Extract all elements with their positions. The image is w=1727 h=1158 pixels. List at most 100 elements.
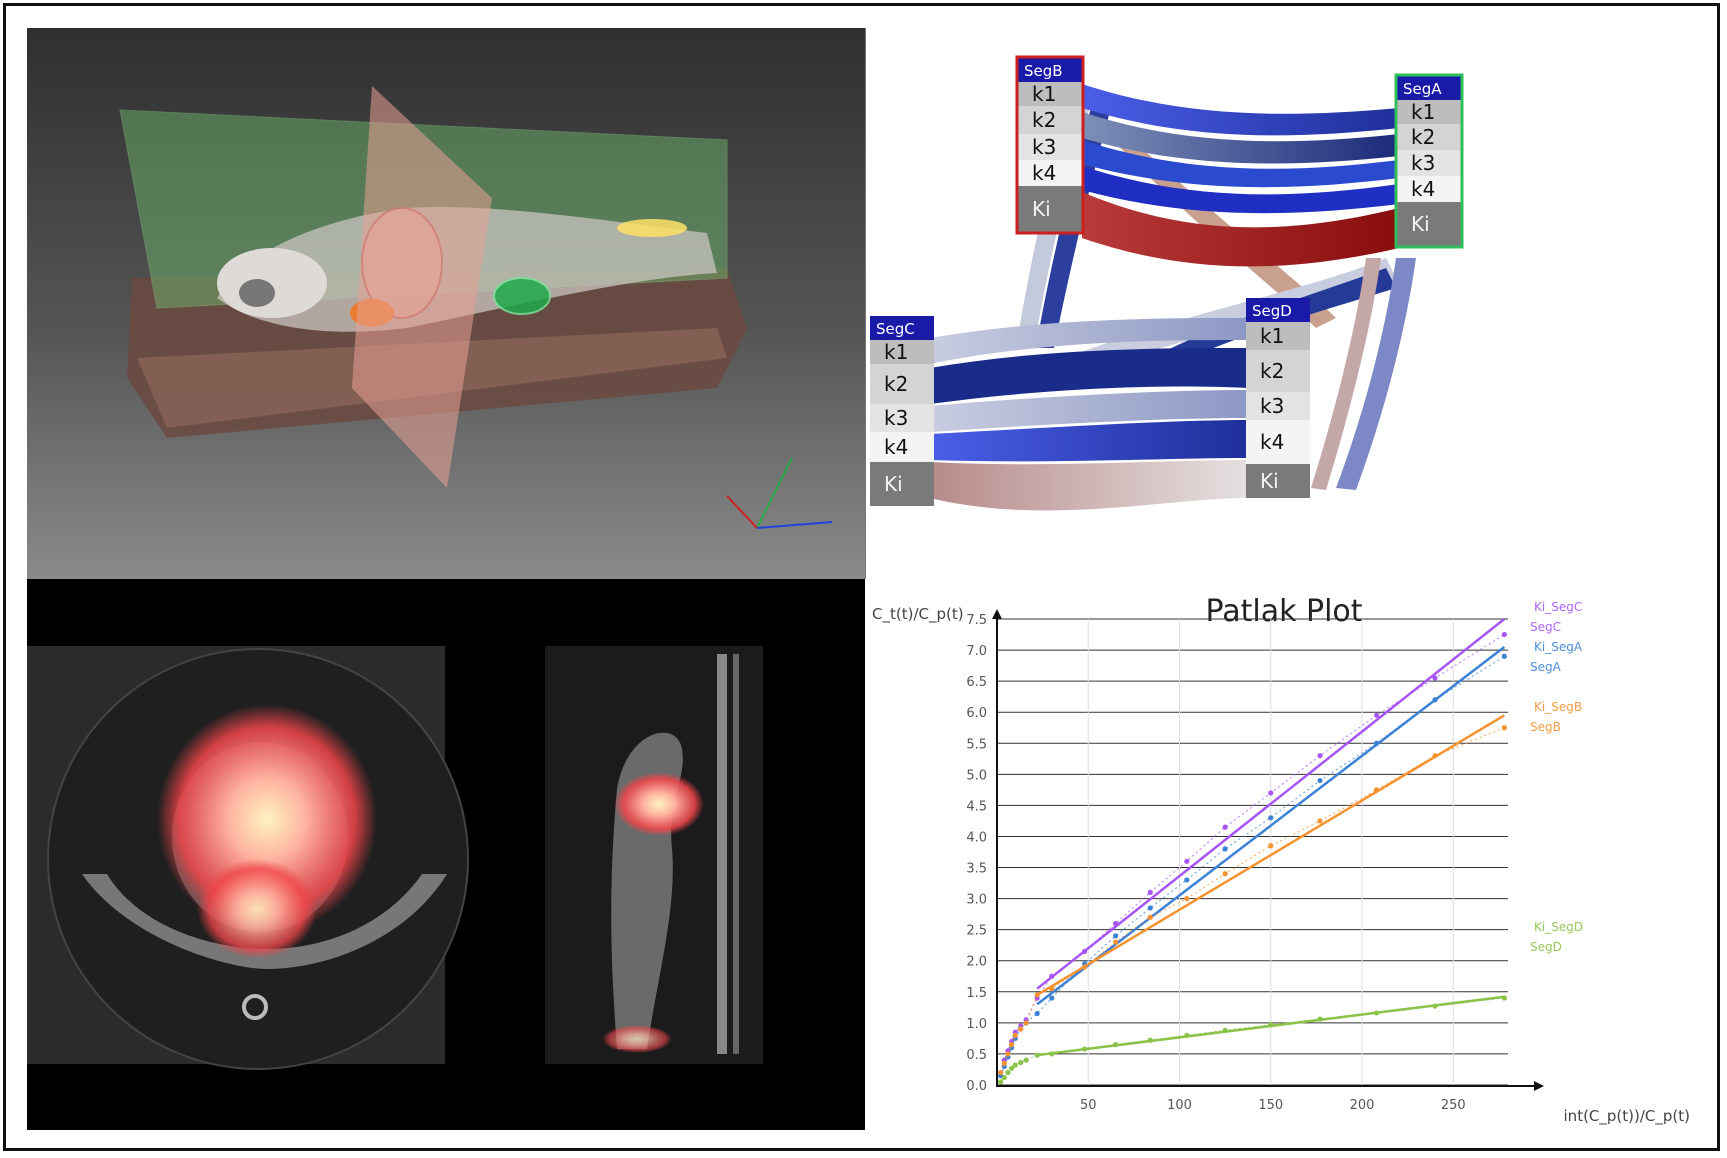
data-point-sega (1317, 777, 1323, 784)
axis-x (726, 495, 758, 529)
data-point-segb (1184, 896, 1190, 902)
link-sega-segc (1066, 258, 1396, 376)
data-point-sega (1034, 1010, 1040, 1017)
volume-render-viewport[interactable] (27, 28, 865, 579)
data-point-segd (1222, 1027, 1228, 1033)
data-point-segb (1018, 1026, 1024, 1032)
data-point-segd (1009, 1065, 1015, 1071)
data-point-segc (1222, 824, 1228, 830)
y-tick-label: 6.5 (966, 675, 987, 690)
data-point-segb (1005, 1051, 1011, 1057)
sagittal-uptake-overlay (614, 772, 704, 836)
segment-param-k4[interactable]: k4 (1397, 176, 1461, 202)
data-point-segc (1268, 790, 1274, 796)
band-ki-c-d (930, 460, 1248, 511)
legend-entry: Ki_SegC (1534, 600, 1582, 614)
segment-param-k2[interactable]: k2 (1397, 124, 1461, 150)
segment-node-segd[interactable]: SegD k1 k2 k3 k4 Ki (1246, 298, 1310, 498)
data-point-segc (1184, 858, 1190, 864)
data-point-segc (1317, 753, 1323, 759)
y-tick-label: 6.0 (966, 706, 987, 721)
segment-param-ki[interactable]: Ki (870, 462, 934, 506)
data-point-sega (1049, 995, 1055, 1001)
y-tick-label: 3.0 (966, 893, 987, 908)
y-tick-label: 1.5 (966, 986, 987, 1001)
fit-line-ki-segb (1036, 714, 1505, 996)
data-point-segd (998, 1079, 1004, 1085)
segment-param-k1[interactable]: k1 (1246, 322, 1310, 350)
data-point-segd (1432, 1003, 1438, 1009)
y-tick-label: 7.5 (966, 613, 987, 628)
segment-param-k4[interactable]: k4 (870, 432, 934, 462)
axial-slice[interactable] (27, 646, 469, 1070)
segment-param-k3[interactable]: k3 (870, 404, 934, 432)
data-point-segc (1113, 920, 1119, 927)
segment-highlight-border (1394, 73, 1464, 249)
chart-title: Patlak Plot (1205, 594, 1362, 629)
data-point-segb (1501, 725, 1507, 731)
segment-param-k1[interactable]: k1 (870, 340, 934, 364)
param-label: k1 (884, 340, 908, 364)
data-point-sega (1374, 740, 1380, 746)
axial-bed (82, 874, 447, 969)
volume-render-canvas[interactable] (27, 28, 865, 579)
legend-entry: SegC (1530, 620, 1561, 634)
param-label: k2 (1032, 108, 1056, 132)
segment-highlight-border (1015, 55, 1085, 235)
data-point-segd (1113, 1042, 1119, 1048)
data-point-sega (1147, 905, 1153, 911)
segment-param-k3[interactable]: k3 (1246, 392, 1310, 420)
segment-param-ki[interactable]: Ki (1246, 464, 1310, 498)
panel-divider-vertical (865, 28, 866, 579)
segment-param-ki[interactable]: Ki (1397, 202, 1461, 246)
segment-param-k1[interactable]: k1 (1018, 82, 1082, 106)
sagittal-slice[interactable] (545, 646, 763, 1064)
data-point-segd (1268, 1022, 1274, 1028)
segment-param-k2[interactable]: k2 (1246, 350, 1310, 392)
segment-title: SegC (876, 320, 915, 338)
segment-param-k2[interactable]: k2 (870, 364, 934, 404)
segment-param-ki[interactable]: Ki (1018, 186, 1082, 232)
data-point-segd (1317, 1016, 1323, 1022)
param-label: Ki (1260, 469, 1279, 493)
band-k1-b-a (1082, 84, 1399, 136)
x-tick-label: 150 (1258, 1098, 1283, 1113)
param-label: k3 (884, 406, 908, 430)
param-label: k4 (1260, 430, 1284, 454)
param-label: k4 (1411, 177, 1435, 201)
ct-slice-viewport (27, 579, 865, 1130)
segment-param-k4[interactable]: k4 (1246, 420, 1310, 464)
param-label: k3 (1411, 151, 1435, 175)
legend-entry: Ki_SegD (1534, 920, 1583, 934)
band-k2-b-a (1082, 112, 1399, 164)
organ-segmentation-green[interactable] (493, 277, 551, 315)
segment-param-k2[interactable]: k2 (1018, 106, 1082, 134)
x-tick-label: 100 (1167, 1098, 1192, 1113)
data-point-segb (1023, 1020, 1029, 1026)
segment-param-k4[interactable]: k4 (1018, 160, 1082, 186)
y-tick-label: 4.0 (966, 830, 987, 845)
segment-param-k3[interactable]: k3 (1397, 150, 1461, 176)
legend-entry: Ki_SegA (1534, 640, 1583, 654)
fit-line-ki-segc (1036, 618, 1506, 990)
data-point-segb (1012, 1032, 1018, 1038)
param-label: k2 (1260, 359, 1284, 383)
segment-param-k3[interactable]: k3 (1018, 134, 1082, 160)
sagittal-plane[interactable] (352, 86, 492, 488)
patlak-plot-chart: Patlak Plot C_t(t)/C_p(t) int(C_p(t))/C_… (872, 594, 1690, 1126)
segment-title: SegD (1252, 302, 1292, 320)
data-point-segb (1432, 753, 1438, 759)
y-tick-label: 0.0 (966, 1079, 987, 1094)
data-line-segb (1000, 727, 1505, 1073)
param-label: k3 (1032, 135, 1056, 159)
segment-param-k1[interactable]: k1 (1397, 100, 1461, 124)
data-point-segd (1018, 1060, 1024, 1066)
data-point-sega (1222, 846, 1228, 852)
legend-entry: Ki_SegB (1534, 700, 1582, 714)
data-line-segd (1000, 997, 1505, 1083)
figure-frame (3, 3, 1720, 1151)
segment-node-segc[interactable]: SegC k1 k2 k3 k4 Ki (870, 316, 934, 506)
data-point-segb (1034, 992, 1040, 998)
